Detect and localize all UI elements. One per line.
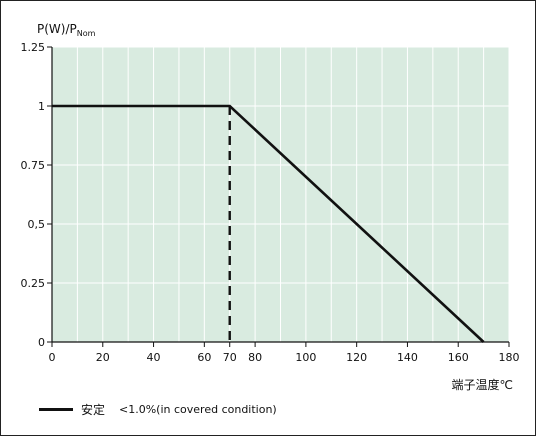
x-tick-label: 140 [397, 351, 418, 364]
x-tick-label: 120 [346, 351, 367, 364]
y-tick-label: 0 [38, 336, 45, 349]
x-tick-label: 80 [248, 351, 262, 364]
axes [47, 46, 510, 347]
x-tick-label: 20 [96, 351, 110, 364]
series [52, 104, 485, 343]
tick-labels: 0 20 40 60 70 80 100 120 140 160 180 0 0.25 0,5 0.75 1 1… [21, 41, 520, 364]
y-axis-label-main: P(W)/P [37, 22, 77, 36]
x-tick-label: 180 [499, 351, 520, 364]
y-tick-label: 0.25 [21, 277, 46, 290]
y-axis-label: P(W)/PNom [37, 22, 96, 38]
y-tick-label: 1.25 [21, 41, 46, 54]
series-line [52, 104, 485, 343]
derating-chart: 0 20 40 60 70 80 100 120 140 160 180 0 0.25 0,5 0.75 1 1… [21, 22, 520, 392]
x-tick-label: 40 [147, 351, 161, 364]
y-tick-label: 0.75 [21, 159, 46, 172]
x-axis-label: 端子温度℃ [452, 377, 513, 392]
x-tick-label: 60 [197, 351, 211, 364]
x-tick-label: 0 [49, 351, 56, 364]
x-tick-label: 70 [223, 351, 237, 364]
legend: 安定 <1.0%(in covered condition) [39, 401, 277, 418]
x-tick-label: 160 [448, 351, 469, 364]
y-tick-label: 1 [38, 100, 45, 113]
legend-label: 安定 [81, 403, 106, 417]
x-tick-label: 100 [295, 351, 316, 364]
legend-note: <1.0%(in covered condition) [119, 403, 277, 416]
y-axis-label-subscript: Nom [77, 29, 96, 38]
legend-swatch [39, 408, 73, 411]
y-tick-label: 0,5 [28, 218, 46, 231]
